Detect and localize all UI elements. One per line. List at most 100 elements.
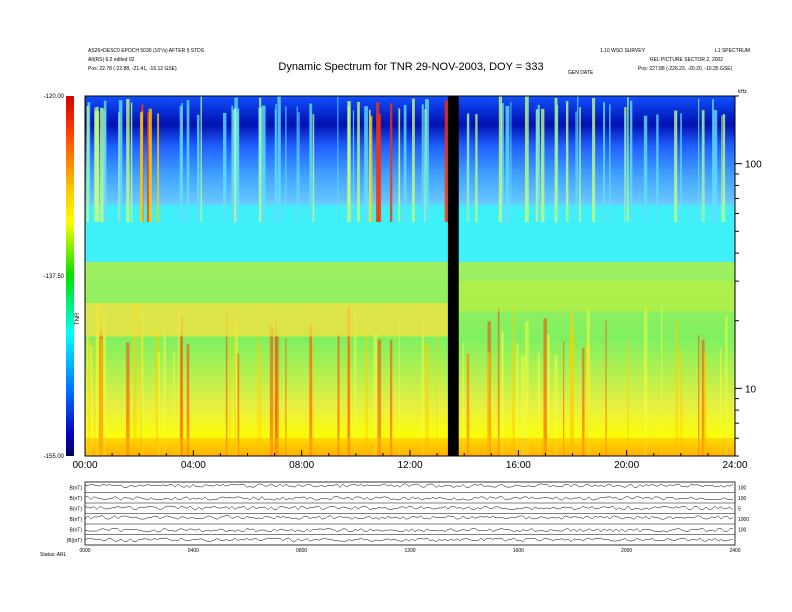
lower-x-label: 1200 xyxy=(404,548,415,554)
streak-high xyxy=(722,114,726,222)
streak-high xyxy=(603,102,606,222)
panel-trace xyxy=(84,528,734,533)
streak-high xyxy=(352,110,355,222)
plasma-band-right xyxy=(458,281,735,312)
streak-low xyxy=(516,343,519,456)
streak-low xyxy=(398,311,401,456)
heatmap-streaks xyxy=(85,96,735,456)
streak-low xyxy=(520,355,525,456)
header-center-small: GEN DATE xyxy=(568,70,594,76)
streak-low xyxy=(698,334,700,456)
streak-low xyxy=(312,307,314,456)
streak-high xyxy=(309,103,313,222)
panel-right-label: 5 xyxy=(738,506,741,512)
streak-low xyxy=(586,308,591,456)
streak-high xyxy=(130,102,133,222)
streak-low xyxy=(229,334,231,456)
streak-high xyxy=(510,101,512,222)
streak-low xyxy=(157,351,160,456)
streak-low xyxy=(570,326,574,456)
streak-high xyxy=(698,98,700,222)
streak-low xyxy=(285,338,287,456)
header-left-line1: AS26×DESC0 EPOCH 5030 (10°/s) AFTER § ST… xyxy=(88,48,205,54)
streak-low xyxy=(627,341,629,456)
streak-high xyxy=(298,112,300,222)
header-right-line1: 1.10 WSO SURVEY xyxy=(600,48,646,54)
axis-ticks xyxy=(84,95,742,457)
panel-label: B(nT) xyxy=(70,485,83,491)
streak-high xyxy=(94,111,96,222)
streak-low xyxy=(425,343,429,456)
streak-high xyxy=(467,112,469,222)
panel-trace xyxy=(84,483,734,488)
lower-x-label: 2400 xyxy=(729,548,740,554)
streak-high xyxy=(139,112,143,222)
streak-high xyxy=(261,105,266,222)
lower-x-label: 1600 xyxy=(513,548,524,554)
streak-low xyxy=(373,332,378,456)
streak-low xyxy=(377,339,382,456)
streak-high xyxy=(376,102,380,222)
colorbar-label: -120.00 xyxy=(44,94,65,100)
streak-high xyxy=(680,113,682,222)
lower-panels: B(nT) 100 B(nT) 100 B(nT) 5 B(nT) 1000 B(nT) 100 |… xyxy=(67,481,749,554)
streak-high xyxy=(475,114,478,222)
lower-x-label: 0400 xyxy=(188,548,199,554)
streak-low xyxy=(173,352,176,456)
streak-high xyxy=(95,106,99,222)
y-tick-label: 100 xyxy=(745,160,762,171)
streak-low xyxy=(605,320,607,456)
streak-low xyxy=(87,340,92,456)
colorbar-unit: TNR xyxy=(75,312,81,325)
streak-low xyxy=(141,313,144,456)
data-gap xyxy=(447,96,459,456)
streak-high xyxy=(627,97,629,222)
x-tick-label: 12:00 xyxy=(397,460,422,471)
streak-high xyxy=(577,96,579,222)
panel-label: B(nT) xyxy=(70,517,83,523)
streak-high xyxy=(444,100,449,222)
streak-low xyxy=(675,321,679,456)
streak-high xyxy=(347,106,351,222)
streak-high xyxy=(629,100,633,222)
streak-low xyxy=(186,343,190,456)
streak-high xyxy=(421,104,424,222)
streak-high xyxy=(656,114,659,222)
streak-low xyxy=(421,318,424,456)
streak-low xyxy=(365,325,368,456)
streak-high xyxy=(592,98,596,222)
streak-high xyxy=(721,115,723,222)
streak-high xyxy=(403,104,407,222)
panel-right-label: 100 xyxy=(738,496,747,502)
streak-high xyxy=(377,113,382,222)
streak-low xyxy=(274,335,279,456)
panel-trace xyxy=(84,515,734,520)
y-axis-unit: kHz xyxy=(738,89,747,95)
streak-low xyxy=(86,335,89,456)
streak-low xyxy=(225,310,228,456)
streak-low xyxy=(501,331,504,456)
streak-high xyxy=(87,102,91,222)
lower-x-label: 0800 xyxy=(296,548,307,554)
streak-high xyxy=(86,106,89,222)
streak-high xyxy=(259,97,262,222)
streak-low xyxy=(643,305,648,456)
streak-low xyxy=(462,343,465,456)
streak-low xyxy=(179,333,183,456)
colorbar xyxy=(66,96,74,456)
chart-title: Dynamic Spectrum for TNR 29-NOV-2003, DO… xyxy=(278,61,543,73)
y-tick-labels: 100 10 xyxy=(745,160,762,396)
streak-high xyxy=(200,96,202,222)
header-left-line3: Pos: 22.78 (-22.88, -21.41, -16.12 GSE) xyxy=(88,66,177,72)
header-left-line2: Alt(RS) 6.2 edited 02 xyxy=(88,57,135,63)
x-tick-label: 16:00 xyxy=(506,460,531,471)
panel-label: B(nT) xyxy=(70,527,83,533)
y-tick-label: 10 xyxy=(745,384,757,395)
streak-high xyxy=(412,98,415,222)
colorbar-labels: -120.00 -137.50 -155.00 xyxy=(44,94,65,460)
panel-trace xyxy=(84,496,734,501)
panel-label: B(nT) xyxy=(70,506,83,512)
streak-low xyxy=(103,314,106,456)
streak-high xyxy=(357,101,360,222)
streak-low xyxy=(512,306,515,456)
